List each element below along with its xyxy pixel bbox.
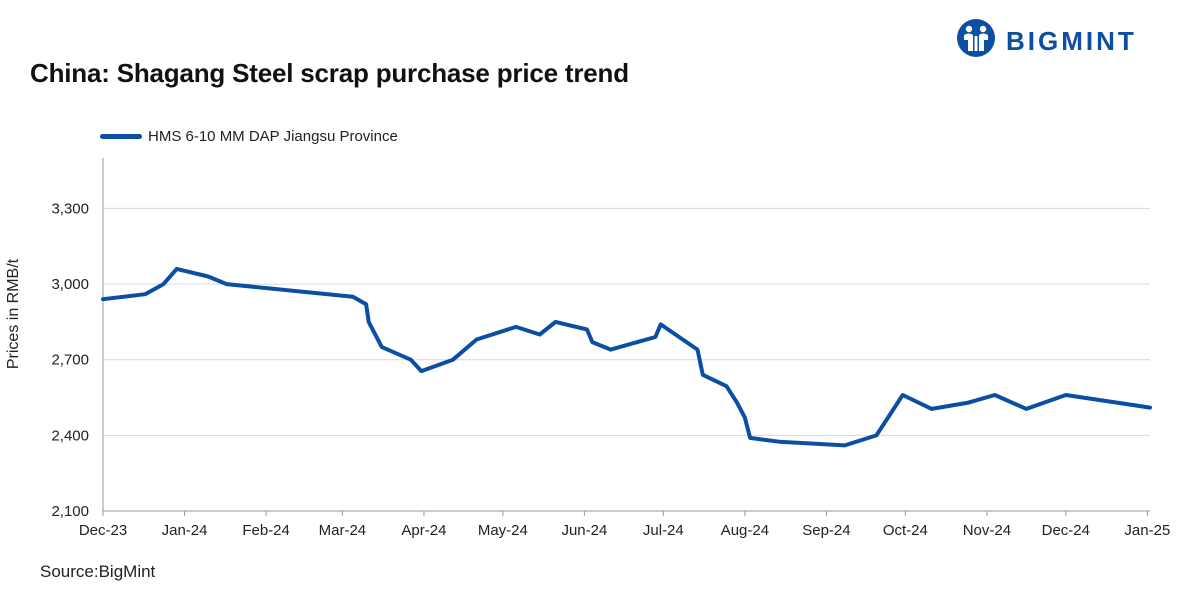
- x-tick-label: Jan-25: [1124, 522, 1170, 539]
- bigmint-logo-text: BIGMINT: [1006, 26, 1137, 56]
- x-tick-label: Aug-24: [721, 522, 769, 539]
- x-tick-label: Jun-24: [561, 522, 607, 539]
- x-tick-label: Jan-24: [162, 522, 208, 539]
- x-tick-label: Mar-24: [319, 522, 367, 539]
- x-tick-label: Apr-24: [401, 522, 446, 539]
- y-tick-label: 2,700: [51, 352, 89, 369]
- bigmint-logo: BIGMINT: [956, 18, 1166, 62]
- y-tick-label: 3,000: [51, 276, 89, 293]
- x-tick-labels: Dec-23 Jan-24 Feb-24 Mar-24 Apr-24 May-24 Jun-…: [79, 522, 1170, 539]
- source-note: Source:BigMint: [40, 562, 156, 581]
- y-tick-label: 3,300: [51, 200, 89, 217]
- y-tick-labels: 2,100 2,400 2,700 3,000 3,300: [51, 200, 89, 520]
- bigmint-logo-icon: [957, 19, 995, 57]
- series-line-hms: [101, 266, 1152, 448]
- x-tick-label: Dec-23: [79, 522, 127, 539]
- chart-legend: HMS 6-10 MM DAP Jiangsu Province: [100, 128, 398, 145]
- x-tick-label: Dec-24: [1042, 522, 1090, 539]
- legend-label: HMS 6-10 MM DAP Jiangsu Province: [148, 128, 398, 145]
- x-tick-label: Oct-24: [883, 522, 928, 539]
- y-tick-label: 2,100: [51, 503, 89, 520]
- grid-layer: [103, 207, 1150, 436]
- series-layer: [101, 266, 1152, 448]
- legend-swatch: [100, 134, 142, 139]
- chart-title: China: Shagang Steel scrap purchase pric…: [30, 58, 629, 88]
- x-tick-label: Sep-24: [802, 522, 850, 539]
- x-tick-label: May-24: [478, 522, 528, 539]
- x-tick-label: Nov-24: [963, 522, 1011, 539]
- x-tick-label: Feb-24: [242, 522, 290, 539]
- axis-layer: [102, 158, 1150, 516]
- y-tick-label: 2,400: [51, 427, 89, 444]
- x-tick-label: Jul-24: [643, 522, 684, 539]
